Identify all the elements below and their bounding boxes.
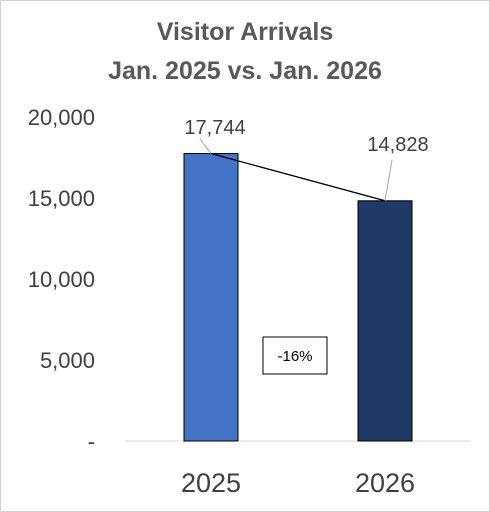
y-tick-label: 20,000 [28, 105, 95, 130]
bar-2025 [183, 153, 239, 442]
trend-line [210, 152, 386, 202]
y-tick-label: - [88, 429, 95, 454]
y-tick-label: 5,000 [40, 348, 95, 373]
data-label-leader [384, 159, 393, 201]
y-tick-label: 10,000 [28, 267, 95, 292]
annotation-text: -16% [277, 348, 312, 365]
data-label-leader [199, 138, 212, 154]
chart-subtitle: Jan. 2025 vs. Jan. 2026 [108, 57, 382, 85]
data-label: 14,828 [367, 134, 428, 156]
x-category-label: 2026 [355, 468, 415, 498]
bar-2026 [357, 200, 413, 442]
chart-title: Visitor Arrivals [156, 18, 334, 46]
y-tick-label: 15,000 [28, 186, 95, 211]
x-category-label: 2025 [181, 468, 241, 498]
annotation-box [262, 336, 328, 375]
data-label: 17,744 [184, 117, 245, 139]
